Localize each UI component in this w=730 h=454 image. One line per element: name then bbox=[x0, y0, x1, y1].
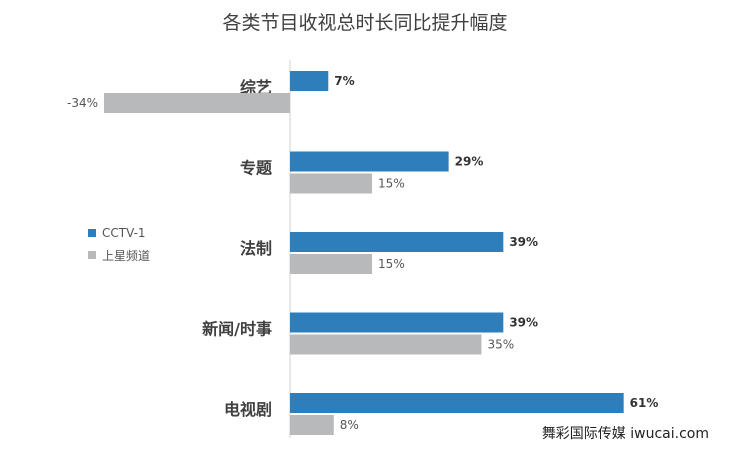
legend-item-satellite: 上星频道 bbox=[88, 244, 150, 266]
category-label-variety: 综艺 bbox=[240, 78, 272, 97]
data-label-cctv1-special: 29% bbox=[455, 155, 484, 169]
bar-satellite-variety bbox=[104, 93, 291, 113]
data-label-satellite-news: 35% bbox=[487, 338, 514, 352]
data-label-cctv1-legal: 39% bbox=[509, 235, 538, 249]
legend-item-cctv1: CCTV-1 bbox=[88, 222, 150, 244]
bar-cctv1-special bbox=[290, 151, 449, 172]
data-label-satellite-drama: 8% bbox=[340, 418, 359, 432]
legend-label-cctv1: CCTV-1 bbox=[102, 226, 146, 240]
bar-cctv1-drama bbox=[290, 393, 624, 413]
data-label-satellite-variety: -34% bbox=[67, 96, 98, 110]
bar-cctv1-news bbox=[290, 312, 504, 333]
bar-satellite-legal bbox=[290, 254, 373, 274]
watermark: 舞彩国际传媒 iwucai.com bbox=[538, 422, 712, 444]
legend-swatch-cctv1 bbox=[88, 229, 96, 237]
category-label-legal: 法制 bbox=[240, 239, 272, 258]
legend-swatch-satellite bbox=[88, 251, 96, 259]
category-label-special: 专题 bbox=[240, 159, 273, 178]
chart-title: 各类节目收视总时长同比提升幅度 bbox=[222, 12, 508, 34]
bar-satellite-drama bbox=[290, 415, 334, 435]
bar-satellite-news bbox=[290, 334, 482, 355]
legend: CCTV-1 上星频道 bbox=[88, 222, 150, 266]
data-label-satellite-legal: 15% bbox=[378, 257, 405, 271]
category-label-drama: 电视剧 bbox=[224, 400, 272, 419]
bar-cctv1-legal bbox=[290, 232, 504, 252]
data-label-cctv1-variety: 7% bbox=[334, 74, 354, 88]
legend-label-satellite: 上星频道 bbox=[102, 248, 151, 263]
data-label-cctv1-drama: 61% bbox=[630, 396, 659, 410]
data-label-satellite-special: 15% bbox=[378, 177, 405, 191]
bar-satellite-special bbox=[290, 173, 373, 194]
bar-cctv1-variety bbox=[290, 71, 329, 91]
data-label-cctv1-news: 39% bbox=[509, 316, 538, 330]
category-label-news: 新闻/时事 bbox=[202, 320, 272, 339]
